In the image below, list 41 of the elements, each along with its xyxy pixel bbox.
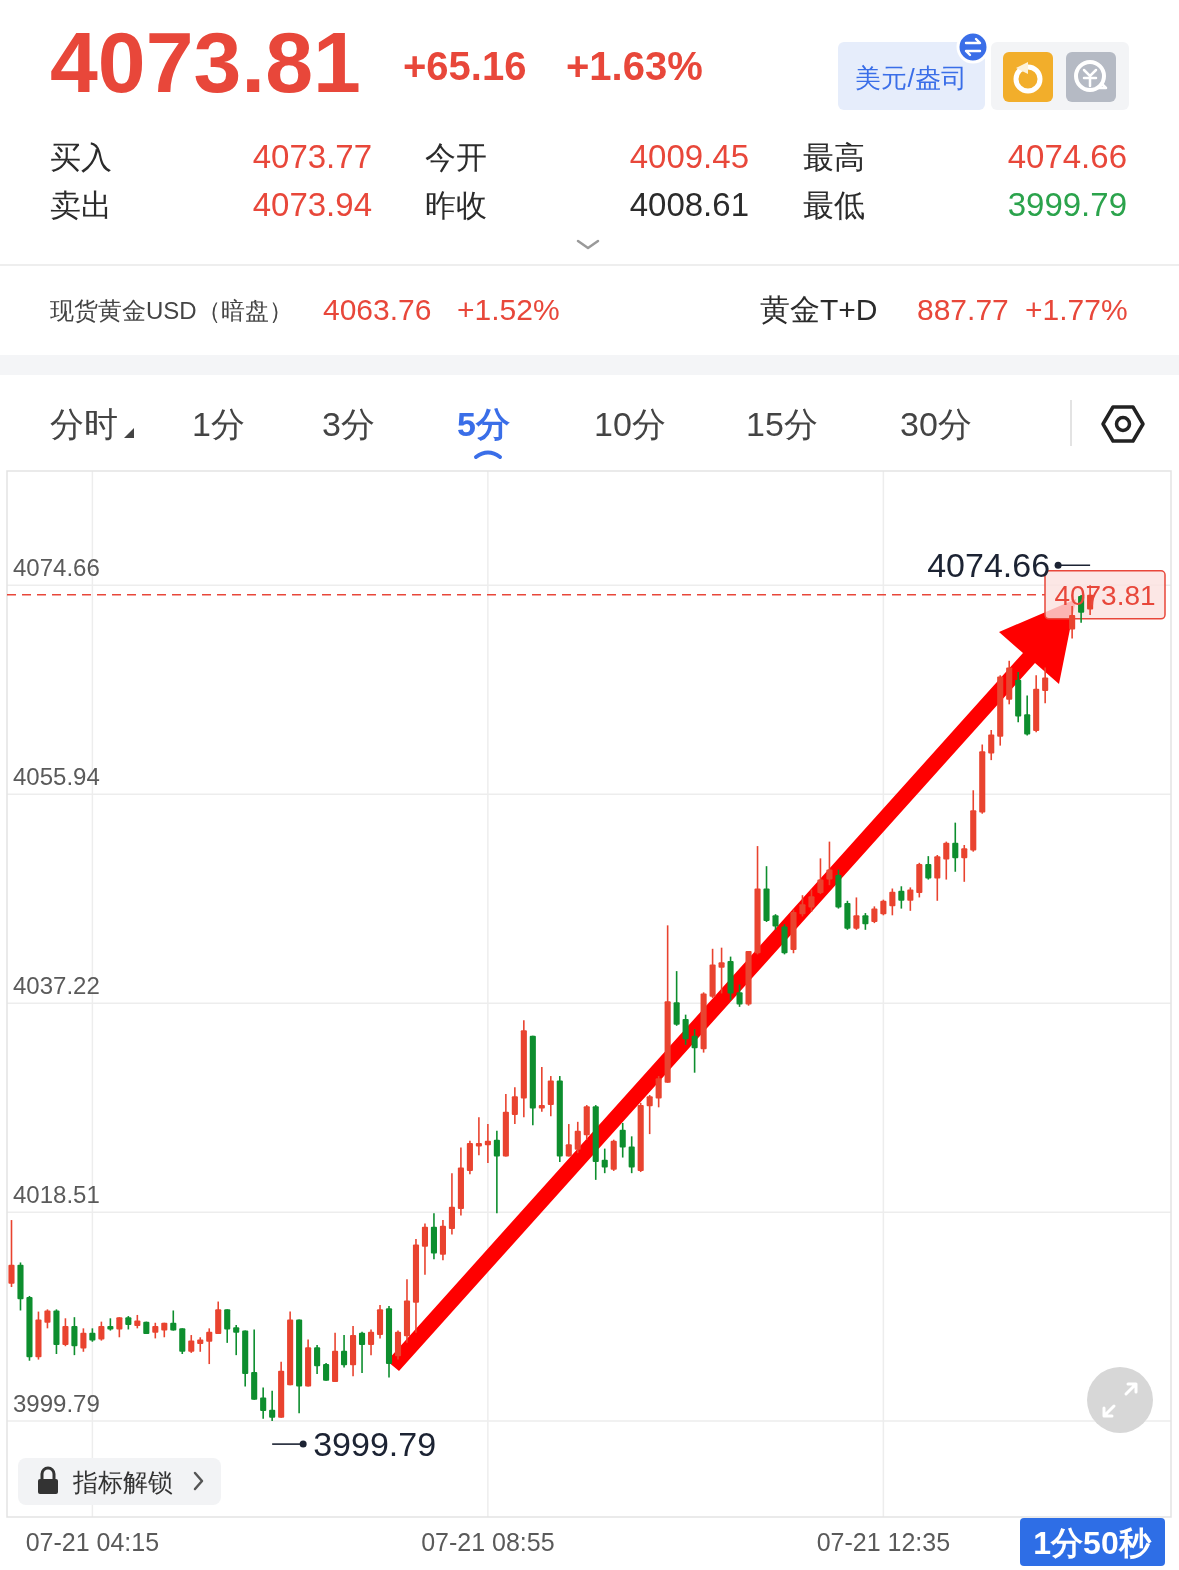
text: 5分 bbox=[457, 405, 510, 443]
text: 买入 bbox=[50, 140, 112, 175]
x-tick-label: 07-21 12:35 bbox=[816, 1528, 951, 1556]
text: 3分 bbox=[322, 405, 375, 443]
text: 4074.66 bbox=[1007, 138, 1127, 175]
text: 4073.94 bbox=[252, 186, 372, 223]
text: 30分 bbox=[900, 405, 972, 443]
x-tick-label: 07-21 08:55 bbox=[421, 1528, 555, 1556]
text: +1.52% bbox=[457, 293, 560, 326]
text: 卖出 bbox=[50, 188, 112, 223]
text: 最低 bbox=[803, 188, 865, 223]
y-tick-label: 4018.51 bbox=[13, 1181, 100, 1209]
text: 美元/盎司 bbox=[855, 63, 967, 93]
x-tick-label: 07-21 04:15 bbox=[25, 1528, 160, 1556]
text: 1分50秒 bbox=[1033, 1525, 1152, 1561]
y-tick-label: 3999.79 bbox=[13, 1390, 100, 1418]
y-tick-label: 4074.66 bbox=[13, 554, 100, 582]
text: 4008.61 bbox=[629, 186, 749, 223]
text: 4009.45 bbox=[629, 138, 749, 175]
text: 黄金T+D bbox=[760, 293, 878, 326]
annotation: 4074.66 bbox=[927, 546, 1051, 585]
text: 今开 bbox=[425, 140, 487, 175]
text: 10分 bbox=[594, 405, 666, 443]
text: +1.77% bbox=[1025, 293, 1128, 326]
text: 最高 bbox=[803, 140, 865, 175]
text: 现货黄金USD（暗盘） bbox=[50, 297, 293, 324]
text: 3999.79 bbox=[1007, 186, 1127, 223]
text: 分时 bbox=[50, 405, 118, 443]
text: 4073.81 bbox=[50, 14, 361, 110]
y-tick-label: 4055.94 bbox=[13, 763, 100, 791]
y-tick-label: 4037.22 bbox=[13, 972, 100, 1000]
annotation: 3999.79 bbox=[313, 1425, 437, 1464]
text: 1分 bbox=[192, 405, 245, 443]
text: 887.77 bbox=[917, 293, 1009, 326]
annotation: 指标解锁 bbox=[72, 1468, 173, 1496]
text: 昨收 bbox=[425, 188, 487, 223]
text: +65.16 bbox=[403, 44, 527, 88]
text: 4073.77 bbox=[252, 138, 372, 175]
text: +1.63% bbox=[566, 44, 703, 88]
text: 15分 bbox=[746, 405, 818, 443]
text: 4063.76 bbox=[323, 293, 432, 326]
